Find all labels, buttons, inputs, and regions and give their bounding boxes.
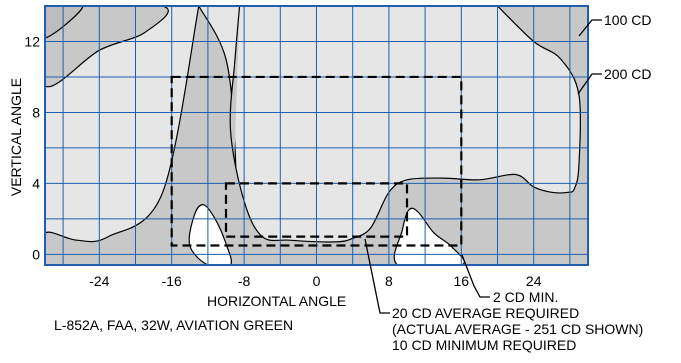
label-10cd-minimum: 10 CD MINIMUM REQUIRED	[392, 337, 576, 353]
y-axis-label: VERTICAL ANGLE	[8, 78, 24, 196]
x-tick-label: -8	[238, 273, 251, 289]
label-20cd-average: 20 CD AVERAGE REQUIRED	[392, 305, 579, 321]
x-tick-label: -24	[89, 273, 109, 289]
caption: L-852A, FAA, 32W, AVIATION GREEN	[54, 317, 293, 333]
label-100cd: 100 CD	[604, 12, 651, 28]
y-tick-label: 0	[32, 246, 40, 262]
x-tick-label: 24	[526, 273, 542, 289]
label-actual-average: (ACTUAL AVERAGE - 251 CD SHOWN)	[392, 321, 643, 337]
x-tick-label: 16	[454, 273, 470, 289]
y-tick-label: 4	[32, 175, 40, 191]
label-2cd-min: 2 CD MIN.	[493, 289, 558, 305]
x-tick-label: 8	[385, 273, 393, 289]
y-tick-label: 8	[32, 104, 40, 120]
y-tick-label: 12	[24, 33, 40, 49]
x-tick-label: 0	[313, 273, 321, 289]
x-axis-label: HORIZONTAL ANGLE	[207, 293, 346, 309]
label-200cd: 200 CD	[604, 66, 651, 82]
x-tick-label: -16	[162, 273, 182, 289]
